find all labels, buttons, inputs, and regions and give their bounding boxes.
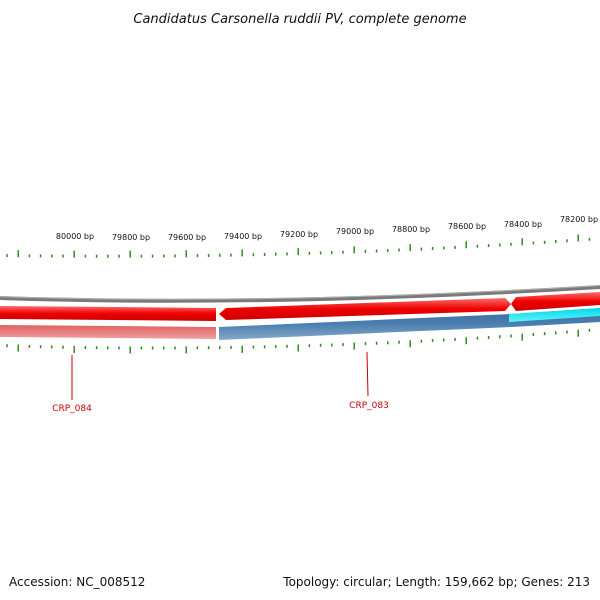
gene-leader-crp-083	[366, 351, 369, 397]
cds-forward-crp-084-region	[0, 306, 216, 321]
tick-label-78800: 78800 bp	[392, 225, 430, 234]
gene-label-crp-084: CRP_084	[52, 404, 92, 414]
tick-label-78600: 78600 bp	[448, 222, 486, 231]
map-title: Candidatus Carsonella ruddii PV, complet…	[133, 12, 466, 27]
tick-label-79800: 79800 bp	[112, 233, 150, 242]
gene-label-crp-083: CRP_083	[349, 401, 389, 411]
scale-labels: 80000 bp 79800 bp 79600 bp 79400 bp 7920…	[56, 215, 598, 242]
scale-ticks-inner	[6, 328, 591, 354]
tick-label-80000: 80000 bp	[56, 232, 94, 241]
cds-forward-right	[511, 292, 600, 311]
cds-reverse-crp-083	[219, 308, 600, 340]
accession-text: Accession: NC_008512	[9, 575, 145, 589]
genome-summary-text: Topology: circular; Length: 159,662 bp; …	[282, 575, 590, 589]
tick-label-78400: 78400 bp	[504, 220, 542, 229]
cds-reverse-crp-084	[0, 325, 216, 339]
tick-label-78200: 78200 bp	[560, 215, 598, 224]
cds-reverse-highlight	[509, 308, 600, 322]
tick-label-79000: 79000 bp	[336, 227, 374, 236]
genome-backbone	[0, 285, 600, 303]
cds-forward-crp-083	[219, 298, 511, 320]
tick-label-79600: 79600 bp	[168, 233, 206, 242]
tick-label-79200: 79200 bp	[280, 230, 318, 239]
scale-ticks-outer	[6, 234, 591, 258]
tick-label-79400: 79400 bp	[224, 232, 262, 241]
